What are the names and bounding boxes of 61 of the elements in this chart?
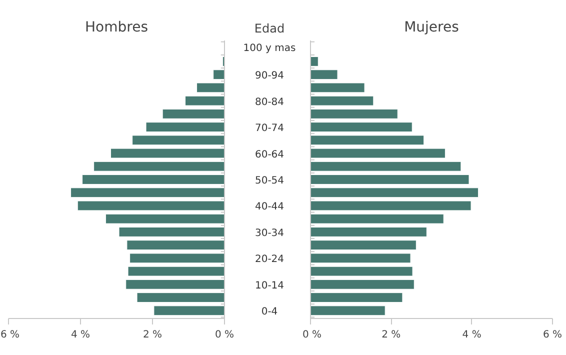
x-tick-label: 6 % bbox=[542, 330, 562, 340]
bar bbox=[310, 188, 479, 198]
x-tick-label: 4 % bbox=[462, 330, 482, 340]
y-tick-label: 60-64 bbox=[254, 149, 284, 160]
bar bbox=[310, 240, 416, 250]
x-tick-label: 2 % bbox=[142, 330, 162, 340]
bar bbox=[310, 266, 413, 276]
y-tick-label: 10-14 bbox=[254, 280, 284, 292]
bar bbox=[110, 148, 224, 158]
bar bbox=[310, 161, 462, 172]
bar bbox=[126, 240, 224, 250]
bar bbox=[105, 214, 224, 224]
chart-title: Mujeres bbox=[404, 20, 459, 36]
y-tick-label: 30-34 bbox=[254, 228, 284, 239]
x-tick-label: 2 % bbox=[382, 330, 401, 340]
bar bbox=[130, 253, 224, 264]
y-tick-label: 50-54 bbox=[254, 176, 284, 186]
bar bbox=[70, 188, 224, 198]
bar bbox=[310, 214, 444, 224]
x-tick-label: 0 % bbox=[214, 330, 234, 340]
bar bbox=[162, 108, 224, 119]
bar bbox=[136, 292, 224, 302]
bar bbox=[185, 96, 224, 106]
bar bbox=[128, 266, 224, 276]
bar bbox=[310, 292, 403, 302]
y-tick-label: 80-84 bbox=[254, 96, 284, 108]
y-axis-title: Edad bbox=[254, 22, 285, 36]
bar bbox=[132, 135, 224, 146]
x-tick-label: 0 % bbox=[302, 330, 322, 340]
bar bbox=[126, 279, 224, 290]
bar bbox=[310, 279, 414, 290]
bar bbox=[310, 200, 472, 211]
bar bbox=[310, 226, 427, 237]
bar bbox=[310, 108, 398, 119]
bar bbox=[196, 82, 224, 93]
bar bbox=[310, 306, 386, 316]
bar bbox=[146, 122, 224, 132]
y-tick-label: 100 y mas bbox=[243, 42, 296, 54]
bar bbox=[213, 70, 224, 80]
bar bbox=[310, 122, 412, 132]
bar bbox=[310, 70, 338, 80]
bar bbox=[118, 226, 224, 237]
bar bbox=[94, 161, 224, 172]
x-tick-label: 4 % bbox=[70, 330, 90, 340]
bar bbox=[310, 56, 318, 66]
bar bbox=[310, 82, 365, 93]
y-tick-label: 70-74 bbox=[254, 123, 284, 134]
y-tick-label: 0-4 bbox=[261, 306, 278, 318]
x-tick-label: 6 % bbox=[0, 330, 20, 340]
bar bbox=[77, 200, 224, 211]
bar bbox=[310, 148, 446, 158]
bar bbox=[310, 253, 411, 264]
y-tick-label: 90-94 bbox=[254, 70, 284, 82]
bar bbox=[310, 174, 470, 184]
bar bbox=[82, 174, 224, 184]
y-tick-label: 20-24 bbox=[254, 254, 284, 266]
bar bbox=[310, 135, 424, 146]
chart-title: Hombres bbox=[85, 20, 148, 36]
bar bbox=[310, 96, 374, 106]
y-tick-label: 40-44 bbox=[254, 202, 284, 213]
bar bbox=[154, 306, 224, 316]
